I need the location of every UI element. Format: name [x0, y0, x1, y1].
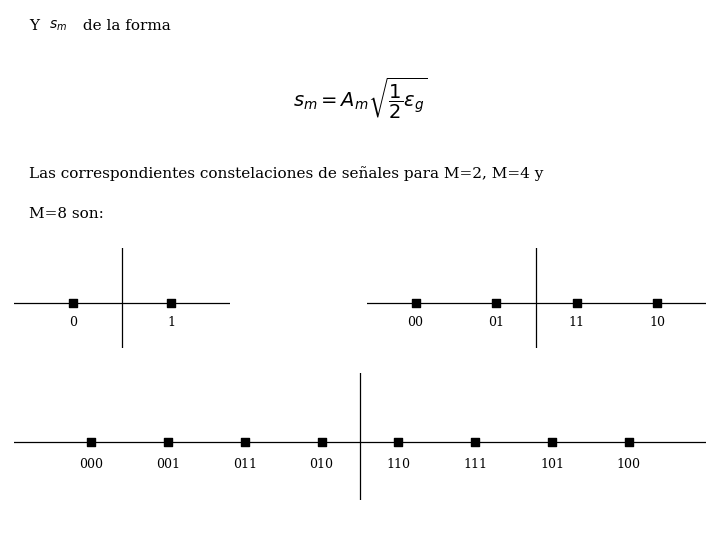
Text: de la forma: de la forma: [78, 19, 171, 33]
Point: [86, 437, 97, 446]
Point: [652, 299, 663, 307]
Text: 01: 01: [488, 315, 504, 329]
Point: [316, 437, 328, 446]
Text: $s_m$: $s_m$: [49, 19, 67, 33]
Text: 10: 10: [649, 315, 665, 329]
Text: 00: 00: [408, 315, 423, 329]
Point: [239, 437, 251, 446]
Text: Las correspondientes constelaciones de señales para M=2, M=4 y: Las correspondientes constelaciones de s…: [29, 166, 543, 181]
Point: [392, 437, 404, 446]
Point: [166, 299, 177, 307]
Text: M=8 son:: M=8 son:: [29, 207, 104, 221]
Text: 0: 0: [69, 315, 77, 329]
Text: 1: 1: [168, 315, 176, 329]
Text: 110: 110: [387, 458, 410, 471]
Point: [490, 299, 502, 307]
Point: [571, 299, 582, 307]
Point: [68, 299, 79, 307]
Text: $s_m = A_m\sqrt{\dfrac{1}{2}\varepsilon_g}$: $s_m = A_m\sqrt{\dfrac{1}{2}\varepsilon_…: [292, 76, 428, 122]
Text: 100: 100: [617, 458, 641, 471]
Text: 010: 010: [310, 458, 333, 471]
Point: [469, 437, 481, 446]
Text: 11: 11: [569, 315, 585, 329]
Text: 011: 011: [233, 458, 257, 471]
Text: Y: Y: [29, 19, 44, 33]
Point: [623, 437, 634, 446]
Text: 111: 111: [463, 458, 487, 471]
Text: 000: 000: [79, 458, 103, 471]
Text: 101: 101: [540, 458, 564, 471]
Text: 001: 001: [156, 458, 180, 471]
Point: [546, 437, 558, 446]
Point: [162, 437, 174, 446]
Point: [410, 299, 421, 307]
